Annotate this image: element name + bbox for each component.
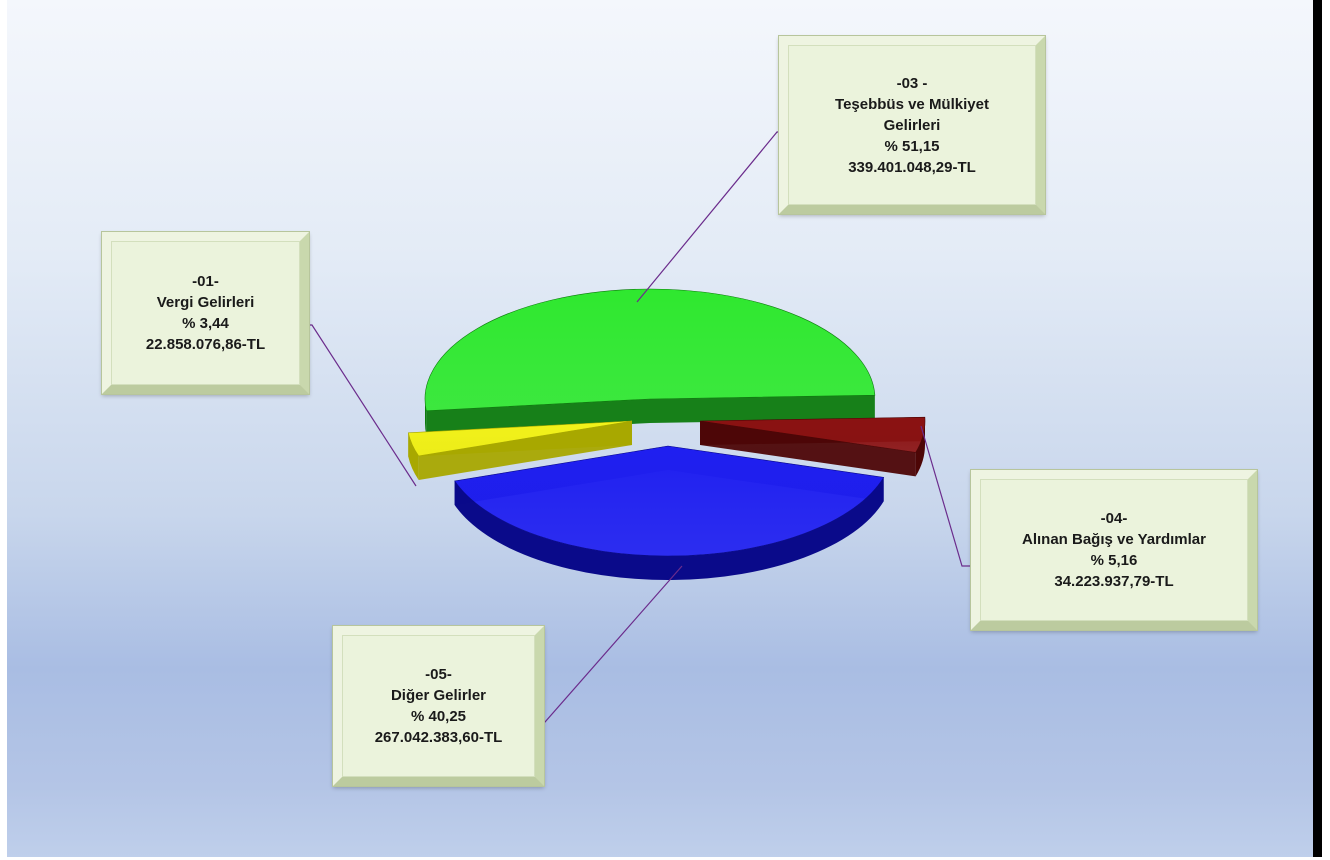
frame-bottom-edge (0, 857, 1330, 860)
leader-line (538, 565, 683, 723)
slice-amount-label: 22.858.076,86-TL (145, 336, 266, 353)
pie-chart (306, 131, 974, 723)
pie-slice (454, 445, 885, 580)
pie-slice (424, 288, 876, 435)
label-box-bagis: -04- Alınan Bağış ve Yardımlar % 5,16 34… (971, 470, 1257, 630)
slice-name-label: Diğer Gelirler (390, 687, 487, 704)
pie-slice-top (424, 288, 876, 412)
slice-name-label: Gelirleri (883, 116, 941, 134)
slice-amount-label: 339.401.048,29-TL (848, 158, 976, 176)
slice-percent-label: % 3,44 (182, 315, 229, 332)
slice-percent-label: % 40,25 (410, 708, 467, 725)
frame-right-edge (1313, 0, 1322, 860)
label-box-diger: -05- Diğer Gelirler % 40,25 267.042.383,… (333, 626, 544, 786)
pie-slice-wall (650, 395, 875, 423)
chart-area: -03 - Teşebbüs ve Mülkiyet Gelirleri % 5… (7, 0, 1313, 857)
slice-code-label: -01- (192, 273, 219, 290)
pie-slice-side (915, 421, 925, 477)
slice-name-label: Teşebbüs ve Mülkiyet (835, 95, 989, 113)
pie-slice-top (407, 420, 633, 457)
leader-line (306, 324, 417, 487)
slice-name-label: Vergi Gelirleri (156, 294, 255, 311)
pie-slice-top (454, 445, 885, 557)
leader-line (920, 425, 974, 567)
pie-slice (699, 416, 926, 477)
label-box-teşebbus: -03 - Teşebbüs ve Mülkiyet Gelirleri % 5… (779, 36, 1045, 214)
pie-slice (407, 420, 633, 480)
label-box-vergi: -01- Vergi Gelirleri % 3,44 22.858.076,8… (102, 232, 309, 394)
pie-slice-side (454, 477, 884, 580)
slice-code-label: -03 - (896, 74, 928, 92)
slice-code-label: -05- (425, 666, 452, 683)
leader-line (636, 131, 785, 303)
pie-slice-wall (418, 421, 632, 480)
slice-amount-label: 267.042.383,60-TL (374, 729, 503, 746)
slice-percent-label: % 51,15 (884, 137, 940, 155)
pie-slice-side (425, 399, 427, 435)
slice-percent-label: % 5,16 (1090, 552, 1138, 569)
slice-code-label: -04- (1100, 510, 1128, 527)
slice-name-label: Alınan Bağış ve Yardımlar (1022, 531, 1206, 548)
slice-amount-label: 34.223.937,79-TL (1054, 573, 1174, 590)
